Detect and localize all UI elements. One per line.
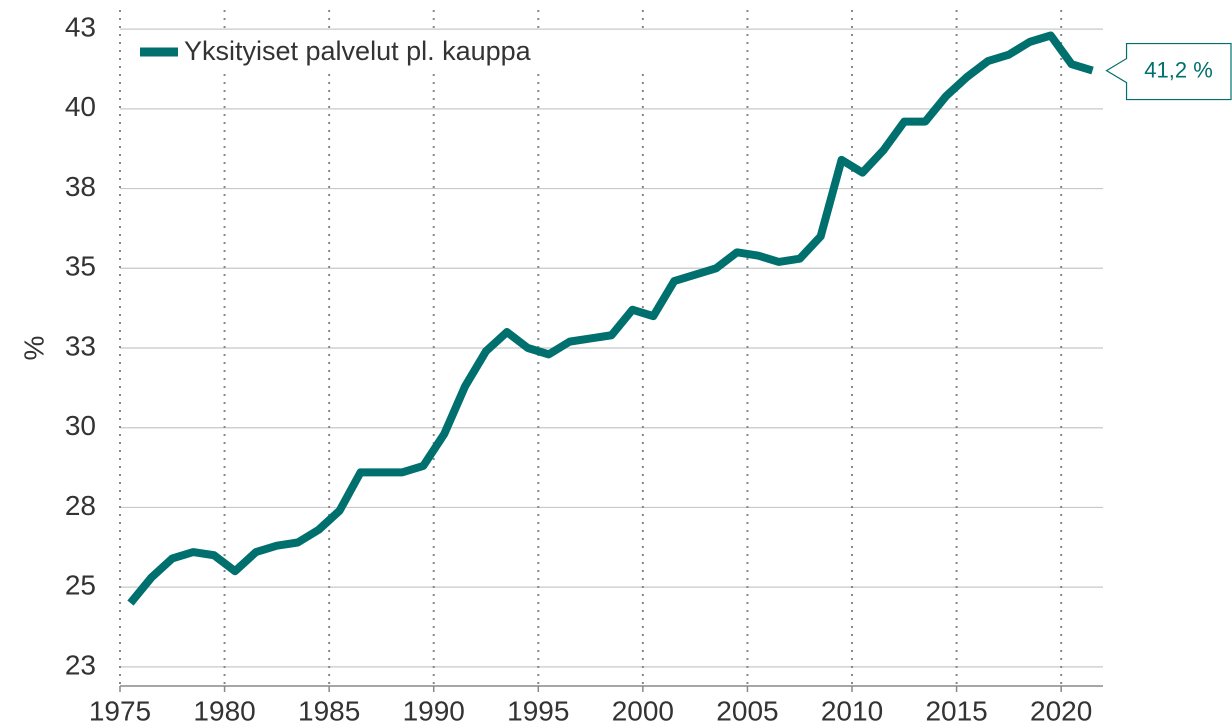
y-tick-label: 33 [65,330,96,361]
legend-label: Yksityiset palvelut pl. kauppa [184,36,532,66]
y-tick-label: 38 [65,171,96,202]
x-tick-label: 2020 [1030,695,1092,726]
x-tick-label: 1995 [507,695,569,726]
x-tick-label: 1990 [403,695,465,726]
x-tick-label: 1975 [89,695,151,726]
x-tick-label: 1980 [193,695,255,726]
legend-box [132,30,672,74]
y-tick-label: 40 [65,91,96,122]
x-tick-label: 2000 [612,695,674,726]
x-tick-label: 2010 [821,695,883,726]
end-label-box [1105,42,1232,101]
y-tick-label: 35 [65,251,96,282]
y-axis-label: % [18,336,49,361]
y-tick-label: 30 [65,410,96,441]
x-tick-label: 2015 [925,695,987,726]
end-label: 41,2 % [1144,57,1213,82]
y-tick-label: 43 [65,12,96,43]
y-tick-label: 28 [65,490,96,521]
y-tick-label: 23 [65,649,96,680]
x-tick-label: 1985 [298,695,360,726]
x-tick-label: 2005 [716,695,778,726]
y-tick-label: 25 [65,570,96,601]
data-line [127,31,1094,606]
